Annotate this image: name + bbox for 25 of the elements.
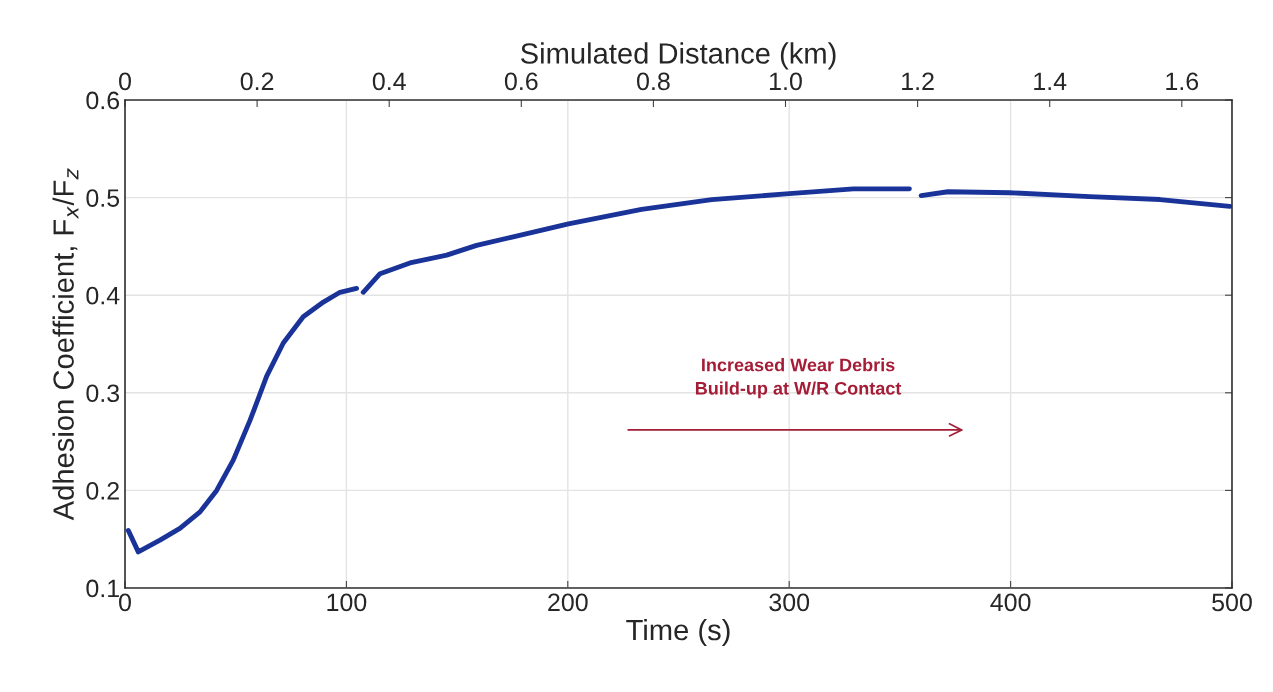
y-tick-label: 0.6: [86, 91, 120, 110]
x2-tick-label: 1.6: [1166, 72, 1199, 91]
y-tick-label: 0.1: [86, 579, 119, 598]
y-tick-label: 0.5: [86, 189, 120, 207]
x-tick-label: 0: [119, 593, 131, 612]
x2-tick-label: 1.2: [902, 72, 934, 90]
x2-tick-label: 0.6: [504, 72, 538, 91]
x2-tick-label: 0.8: [637, 72, 670, 91]
y-axis-title: Adhesion Coefficient, F$_{x}$/F$_{z}$: [52, 168, 79, 521]
x2-tick-label: 1.4: [1034, 72, 1067, 90]
x-tick-label: 300: [769, 593, 810, 612]
x2-tick-label: 0.4: [372, 72, 406, 91]
annotation: Increased Wear Debris Build-up at W/R Contact: [695, 358, 902, 399]
x-tick-label: 200: [548, 593, 588, 612]
x2-tick-label: 1.0: [770, 72, 802, 91]
y-tick-label: 0.3: [86, 384, 120, 403]
x-tick-label: 100: [327, 593, 367, 612]
x2-axis-title: Simulated Distance (km): [520, 42, 836, 70]
x-tick-label: 500: [1212, 593, 1252, 612]
y-tick-label: 0.4: [86, 286, 120, 305]
x2-tick-label: 0: [119, 72, 131, 91]
x-axis-title: Time (s): [626, 618, 730, 647]
y-tick-label: 0.2: [86, 482, 119, 500]
x2-tick-label: 0.2: [240, 72, 274, 91]
x-tick-label: 400: [990, 593, 1031, 612]
